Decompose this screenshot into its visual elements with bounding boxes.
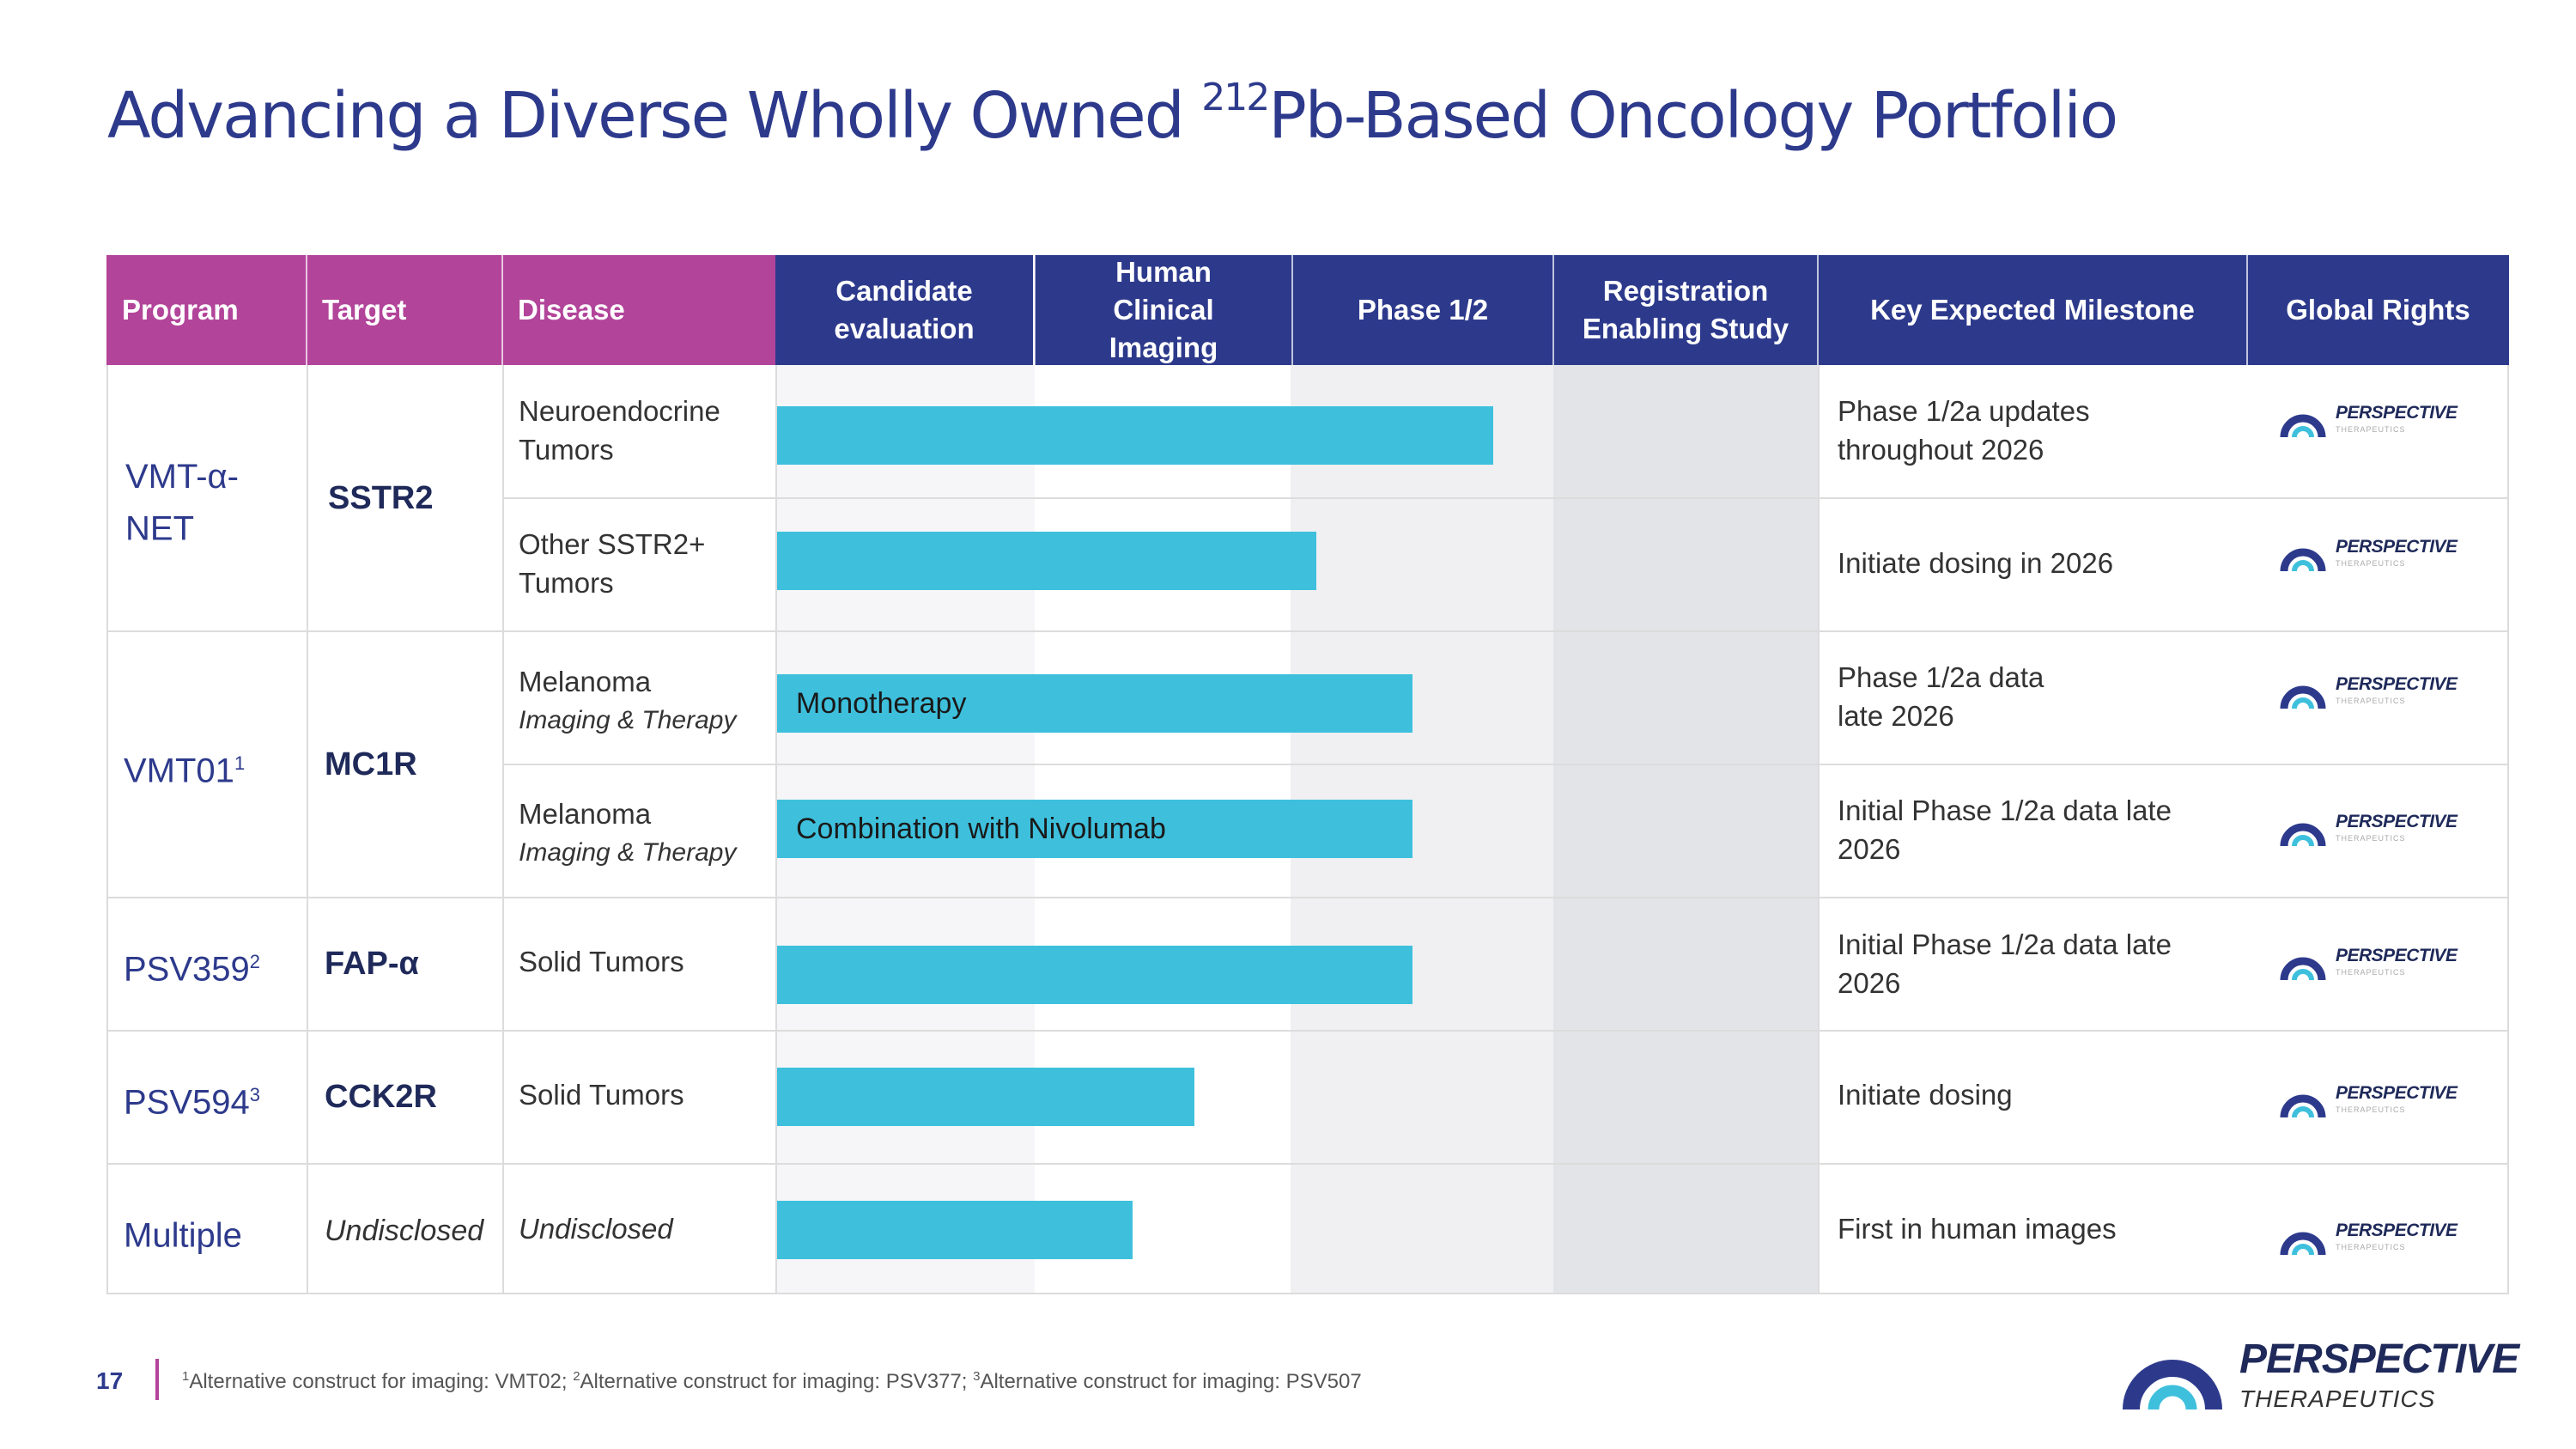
footnote: 1Alternative construct for imaging: VMT0…	[182, 1369, 1362, 1393]
pipeline-table: Program Target Disease Candidate evaluat…	[106, 255, 2509, 1294]
header-stage-candidate: Candidate evaluation	[775, 255, 1033, 365]
progress-bar	[777, 1201, 1133, 1259]
target-name: FAP-α	[325, 946, 419, 982]
program-name: PSV3592	[124, 950, 261, 989]
progress-bar	[777, 406, 1493, 465]
row-divider	[502, 764, 2509, 765]
disease-name: Undisclosed	[519, 1213, 673, 1245]
rights-logo: PERSPECTIVE THERAPEUTICS	[2279, 1217, 2468, 1269]
header-divider	[2246, 255, 2248, 365]
header-rights: Global Rights	[2247, 255, 2509, 365]
rights-logo: PERSPECTIVE THERAPEUTICS	[2279, 808, 2468, 860]
perspective-logo-icon	[2280, 957, 2326, 981]
perspective-logo-icon	[2280, 685, 2326, 709]
milestone-text: First in human images	[1838, 1213, 2117, 1245]
milestone-text: Phase 1/2a data late 2026	[1838, 661, 2044, 732]
row-divider	[106, 1163, 2509, 1165]
row-divider	[106, 1030, 2509, 1032]
milestone-text: Phase 1/2a updates throughout 2026	[1838, 395, 2090, 466]
rights-logo: PERSPECTIVE THERAPEUTICS	[2279, 942, 2468, 994]
disease-name: Melanoma Imaging & Therapy	[519, 798, 737, 867]
perspective-logo-icon	[2280, 1094, 2326, 1118]
header-divider	[1552, 255, 1554, 365]
grid-line	[2507, 365, 2509, 1294]
brand-logo: PERSPECTIVE THERAPEUTICS	[2121, 1327, 2524, 1422]
milestone-text: Initial Phase 1/2a data late 2026	[1838, 928, 2172, 999]
grid-line	[502, 365, 504, 1294]
disease-name: Solid Tumors	[519, 1079, 684, 1111]
row-divider	[106, 1293, 2509, 1294]
slide-title: Advancing a Diverse Wholly Owned 212Pb-B…	[107, 76, 2118, 153]
progress-bar: Combination with Nivolumab	[777, 800, 1413, 858]
rights-logo: PERSPECTIVE THERAPEUTICS	[2279, 671, 2468, 722]
header-divider	[1291, 255, 1293, 365]
target-name: SSTR2	[328, 480, 434, 516]
milestone-text: Initiate dosing	[1838, 1079, 2013, 1111]
row-divider	[502, 497, 2509, 499]
stage-band-registration	[1553, 365, 1818, 1294]
perspective-logo-icon	[2280, 823, 2326, 847]
rights-logo: PERSPECTIVE THERAPEUTICS	[2279, 533, 2468, 585]
disease-name: Neuroendocrine Tumors	[519, 395, 720, 466]
rights-logo: PERSPECTIVE THERAPEUTICS	[2279, 399, 2468, 451]
program-name: VMT-α-NET	[125, 458, 239, 548]
header-divider	[306, 255, 307, 365]
progress-bar: Monotherapy	[777, 674, 1413, 733]
header-stage-phase: Phase 1/2	[1292, 255, 1553, 365]
target-name: CCK2R	[325, 1079, 437, 1115]
progress-bar	[777, 946, 1413, 1004]
perspective-logo-icon	[2280, 548, 2326, 572]
grid-line	[775, 365, 777, 1294]
header-stage-registration: Registration Enabling Study	[1553, 255, 1818, 365]
progress-bar	[777, 1068, 1194, 1126]
header-program: Program	[106, 255, 307, 365]
progress-bar	[777, 532, 1316, 590]
row-divider	[106, 897, 2509, 898]
program-name: PSV5943	[124, 1083, 261, 1122]
program-name: VMT011	[124, 752, 246, 790]
grid-line	[106, 365, 108, 1294]
perspective-logo-icon	[2280, 1232, 2326, 1256]
header-divider	[501, 255, 503, 365]
header-stage-imaging: Human Clinical Imaging	[1035, 255, 1292, 365]
page-number: 17	[96, 1367, 124, 1394]
row-divider	[106, 630, 2509, 632]
program-name: Multiple	[124, 1216, 242, 1255]
milestone-text: Initial Phase 1/2a data late 2026	[1838, 795, 2172, 865]
target-name: MC1R	[325, 746, 417, 782]
header-disease: Disease	[502, 255, 775, 365]
footer-divider	[155, 1359, 159, 1400]
header-divider	[1817, 255, 1819, 365]
grid-line	[307, 365, 308, 1294]
target-name: Undisclosed	[325, 1215, 484, 1247]
disease-name: Solid Tumors	[519, 946, 684, 977]
perspective-logo-icon	[2280, 414, 2326, 438]
rights-logo: PERSPECTIVE THERAPEUTICS	[2279, 1080, 2468, 1131]
header-target: Target	[307, 255, 502, 365]
header-milestone: Key Expected Milestone	[1818, 255, 2247, 365]
perspective-logo-icon	[2123, 1360, 2222, 1410]
header-divider	[1034, 255, 1036, 365]
milestone-text: Initiate dosing in 2026	[1838, 547, 2114, 579]
grid-line	[1818, 365, 1820, 1294]
disease-name: Melanoma Imaging & Therapy	[519, 666, 737, 734]
disease-name: Other SSTR2+ Tumors	[519, 528, 706, 599]
